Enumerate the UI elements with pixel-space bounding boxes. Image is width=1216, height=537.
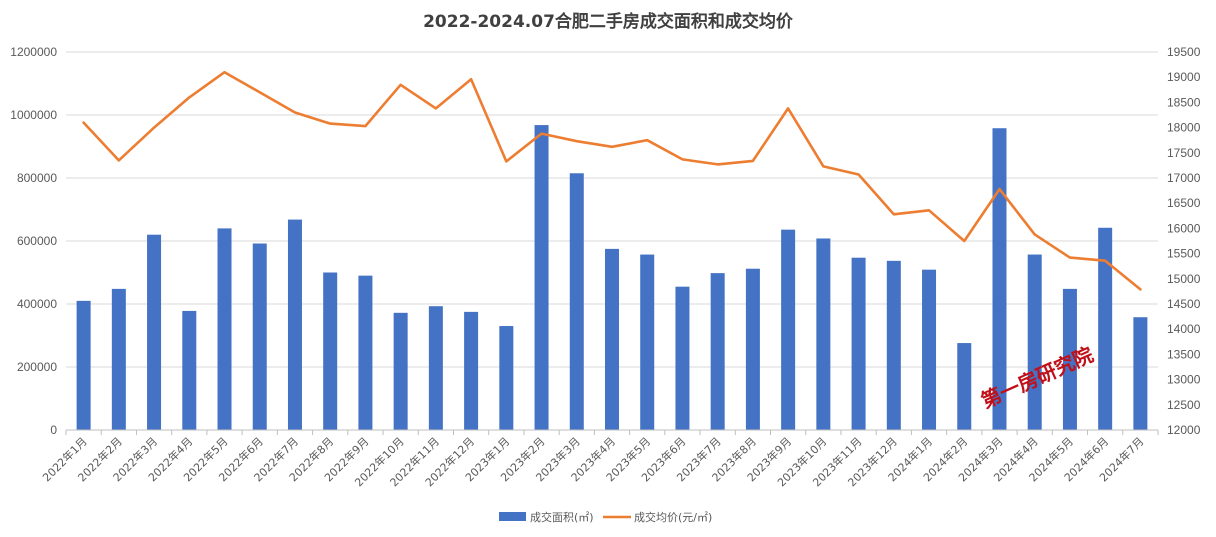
y-right-tick-label: 14500	[1167, 297, 1201, 311]
y-left-tick-label: 400000	[17, 297, 57, 311]
y-right-tick-label: 17000	[1167, 171, 1201, 185]
bar	[534, 125, 549, 430]
bar	[1098, 227, 1113, 430]
bar	[605, 248, 619, 430]
y-right-tick-label: 15500	[1167, 247, 1201, 261]
y-right-tick-label: 14000	[1167, 322, 1201, 336]
bar	[252, 243, 267, 430]
bar	[710, 273, 725, 430]
y-left-tick-label: 600000	[17, 234, 57, 248]
y-left-tick-label: 1000000	[10, 108, 57, 122]
bar	[393, 312, 408, 430]
bar	[76, 300, 91, 430]
bar	[922, 269, 937, 430]
bar	[1027, 254, 1042, 430]
y-right-tick-label: 15000	[1167, 272, 1201, 286]
y-right-tick-label: 19500	[1167, 45, 1201, 59]
bar	[1062, 288, 1077, 430]
bar	[1133, 317, 1148, 430]
y-right-tick-label: 16500	[1167, 196, 1201, 210]
bar	[287, 219, 302, 430]
line-series	[82, 70, 1142, 291]
bar	[957, 343, 972, 430]
bar	[640, 254, 655, 430]
bar	[428, 306, 443, 430]
y-right-tick-label: 17500	[1167, 146, 1201, 160]
y-left-tick-label: 0	[50, 423, 57, 437]
bar	[781, 229, 796, 430]
bar	[992, 128, 1007, 431]
bar	[147, 234, 162, 430]
chart-title: 2022-2024.07合肥二手房成交面积和成交均价	[423, 11, 794, 32]
bar	[323, 272, 338, 430]
bar	[851, 257, 866, 430]
legend-label-line: 成交均价(元/㎡)	[634, 510, 712, 524]
bar	[464, 311, 479, 430]
bar	[217, 228, 232, 430]
legend-label-bar: 成交面积(㎡)	[530, 510, 594, 524]
y-right-tick-label: 13000	[1167, 373, 1201, 387]
bar	[358, 275, 373, 430]
y-right-tick-label: 18000	[1167, 121, 1201, 135]
bar	[182, 310, 197, 430]
series-line	[82, 70, 1142, 291]
bar	[745, 268, 760, 430]
legend: 成交面积(㎡) 成交均价(元/㎡)	[499, 510, 712, 524]
y-right-tick-label: 18500	[1167, 95, 1201, 109]
y-right-tick-label: 12500	[1167, 398, 1201, 412]
bar-series	[76, 125, 1148, 431]
gridlines	[66, 51, 1158, 368]
bar	[111, 288, 126, 430]
y-right-tick-label: 12000	[1167, 423, 1201, 437]
bar	[499, 326, 514, 430]
y-left-tick-label: 1200000	[10, 45, 57, 59]
y-right-tick-label: 16000	[1167, 221, 1201, 235]
bar	[886, 260, 901, 430]
y-right-tick-label: 13500	[1167, 347, 1201, 361]
y-left-tick-label: 200000	[17, 360, 57, 374]
bar	[816, 238, 831, 430]
bar	[569, 173, 584, 430]
bar	[675, 286, 690, 430]
y-left-tick-label: 800000	[17, 171, 57, 185]
legend-swatch-bar	[499, 512, 526, 521]
y-right-tick-label: 19000	[1167, 70, 1201, 84]
